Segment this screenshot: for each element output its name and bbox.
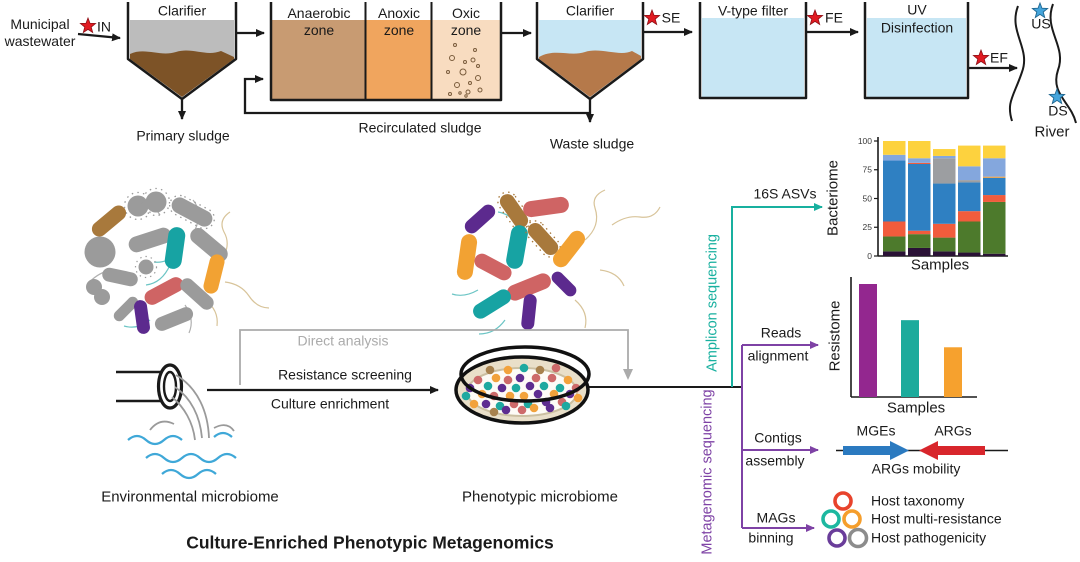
river-label: River: [1034, 123, 1070, 141]
clarifier1-label: Clarifier: [157, 2, 207, 19]
primary-sludge-label: Primary sludge: [136, 127, 230, 144]
colonies: [461, 363, 583, 417]
svg-text:50: 50: [863, 193, 873, 203]
host-multiresistance-label: Host multi-resistance: [871, 510, 1002, 527]
uv-label-line2: Disinfection: [880, 19, 954, 36]
filter-label: V-type filter: [717, 2, 789, 19]
water-stream: [149, 374, 235, 441]
resistome-xaxis-label: Samples: [886, 399, 946, 417]
fe-star-icon: [806, 9, 824, 25]
us-label: US: [1031, 15, 1051, 32]
flow-arrows: [77, 28, 1018, 72]
mags-branch-line1: MAGs: [756, 509, 796, 526]
anoxic-zone-label: Anoxic zone: [377, 5, 421, 38]
contigs-branch-line1: Contigs: [754, 429, 802, 446]
clarifier-1-tank: [126, 2, 238, 120]
mag-host-rings: [821, 491, 869, 549]
amplicon-sequencing-label: Amplicon sequencing: [704, 234, 721, 372]
bacteriome-xaxis-label: Samples: [910, 256, 970, 274]
host-taxonomy-label: Host taxonomy: [871, 492, 965, 509]
reads-branch-line1: Reads: [760, 324, 802, 341]
anaerobic-zone-label: Anaerobic zone: [287, 5, 351, 38]
svg-text:0: 0: [867, 251, 872, 261]
ef-star-icon: [972, 49, 990, 65]
se-label: SE: [661, 9, 681, 26]
influent-label: Municipal wastewater: [4, 16, 76, 49]
uv-disinfection-tank: [863, 2, 970, 100]
petri-dish-illustration: [454, 345, 591, 425]
args-label: ARGs: [934, 422, 972, 439]
clarifier-2-tank: [535, 2, 645, 123]
direct-analysis-label: Direct analysis: [297, 332, 389, 349]
svg-text:25: 25: [863, 222, 873, 232]
environmental-microbiome-illustration: [84, 187, 270, 334]
river-shape: [1008, 3, 1077, 124]
direct-analysis-path: [239, 329, 633, 385]
water-waves: [127, 431, 237, 480]
ef-label: EF: [990, 49, 1008, 66]
sequencing-branches: [731, 203, 823, 532]
resistome-axis-label: Resistome: [826, 300, 844, 372]
ds-label: DS: [1048, 102, 1068, 119]
metagenomic-sequencing-label: Metagenomic sequencing: [699, 389, 716, 555]
arg-arrow-head: [919, 441, 938, 460]
se-star-icon: [643, 9, 661, 25]
contigs-branch-line2: assembly: [745, 452, 805, 469]
mge-arrow-body: [843, 446, 890, 455]
aeration-bubbles: [446, 43, 483, 98]
fe-label: FE: [825, 9, 843, 26]
recirculated-sludge-label: Recirculated sludge: [358, 119, 482, 136]
gene-arrow-diagram: [836, 441, 1008, 460]
culture-enrichment-label: Culture enrichment: [270, 395, 390, 412]
bioreactor-tank: [269, 2, 503, 102]
uv-label-line1: UV: [907, 1, 927, 18]
reads-branch-line2: alignment: [747, 347, 809, 364]
mags-branch-line2: binning: [748, 529, 794, 546]
v-type-filter-tank: [698, 2, 808, 100]
waste-sludge-label: Waste sludge: [549, 135, 635, 152]
svg-text:75: 75: [863, 165, 873, 175]
environmental-microbiome-label: Environmental microbiome: [101, 488, 279, 506]
svg-text:100: 100: [858, 136, 872, 146]
args-mobility-label: ARGs mobility: [871, 460, 961, 477]
recirculation-line: [243, 75, 590, 115]
ds-star-icon: [1048, 88, 1066, 104]
mge-arrow-head: [890, 441, 909, 460]
mges-label: MGEs: [856, 422, 896, 439]
resistome-bar-chart: [850, 277, 977, 398]
bacteriome-axis-label: Bacteriome: [824, 160, 842, 236]
resistance-screening-label: Resistance screening: [278, 366, 412, 383]
oxic-zone-label: Oxic zone: [450, 5, 482, 38]
arg-arrow-body: [938, 446, 985, 455]
outfall-pipe-illustration: [116, 363, 237, 480]
phenotypic-microbiome-illustration: [451, 189, 661, 335]
bacteriome-stacked-chart: 0 25 50 75 100: [858, 136, 1008, 261]
clarifier2-label: Clarifier: [565, 2, 615, 19]
phenotypic-microbiome-label: Phenotypic microbiome: [462, 488, 618, 506]
figure-title: Culture-Enriched Phenotypic Metagenomics: [186, 532, 554, 553]
asv-branch-label: 16S ASVs: [753, 185, 817, 202]
host-pathogenicity-label: Host pathogenicity: [871, 529, 987, 546]
in-label: IN: [97, 18, 111, 35]
